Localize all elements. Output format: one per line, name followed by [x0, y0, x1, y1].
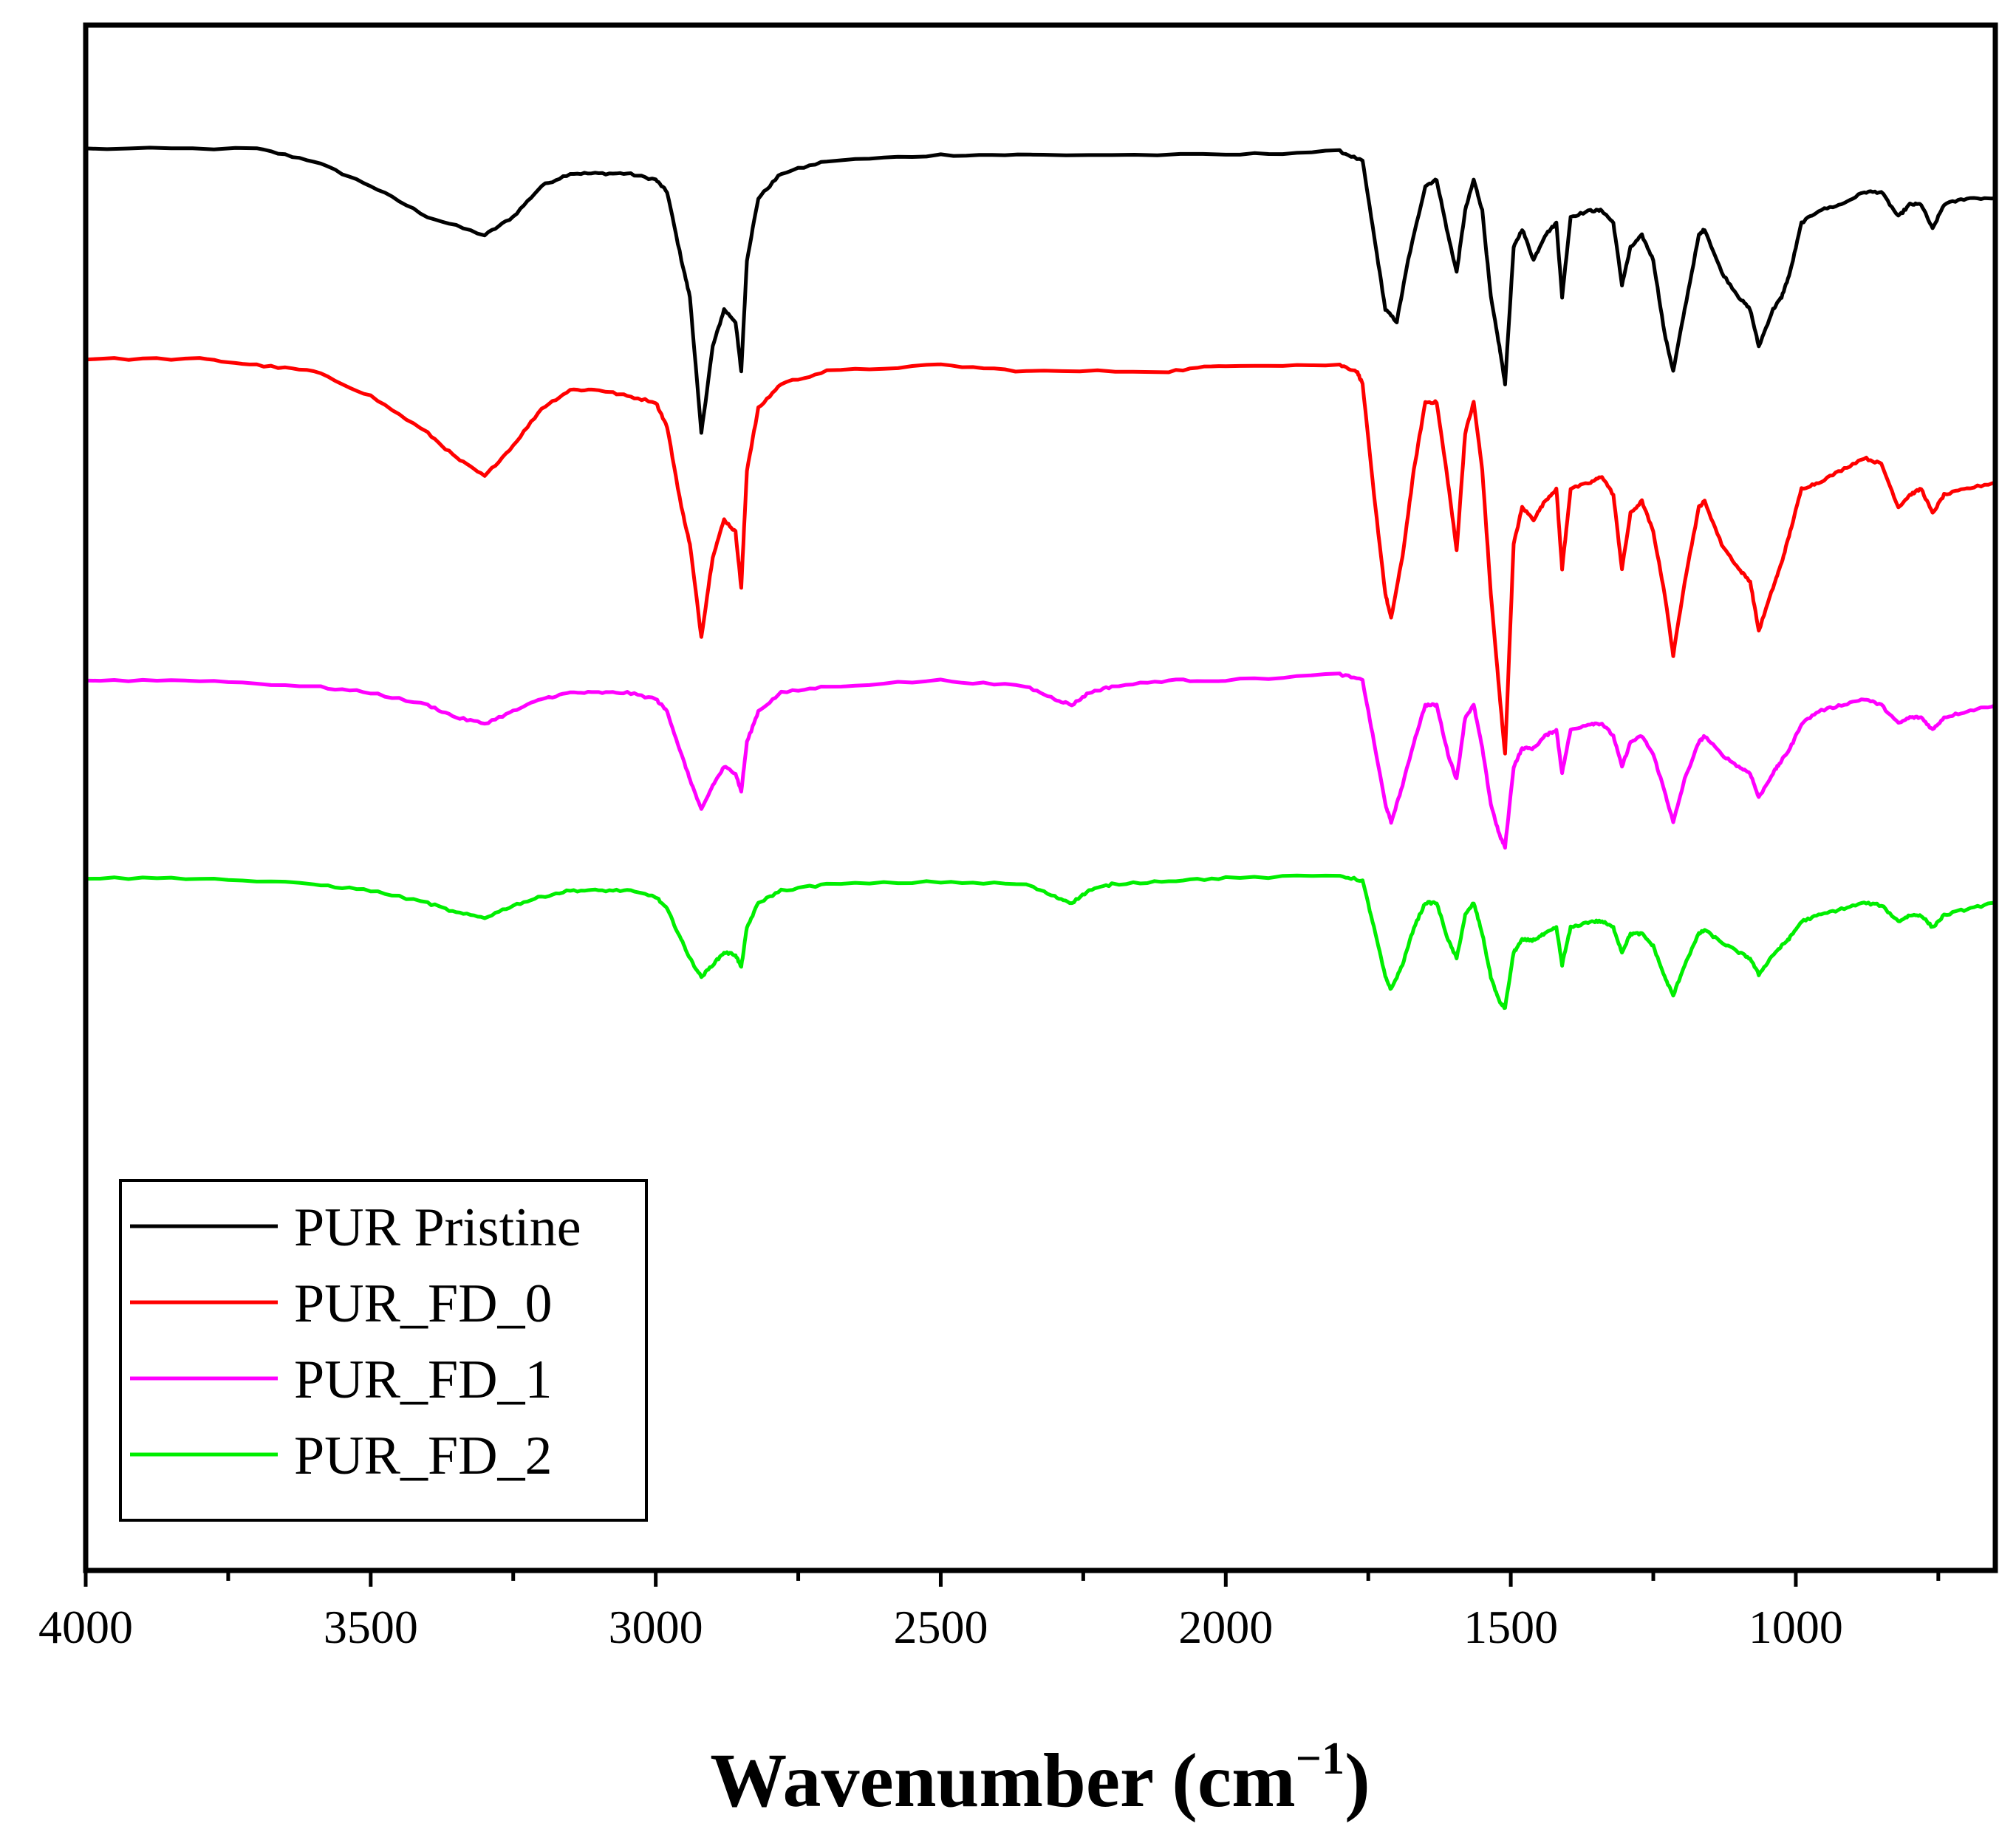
series-layer	[85, 146, 1997, 1011]
series-line-3	[85, 671, 1997, 850]
legend-box	[119, 1179, 648, 1522]
x-tick-label: 1500	[1463, 1601, 1558, 1653]
legend-label: PUR_FD_2	[294, 1426, 553, 1486]
legend-label: PUR_FD_0	[294, 1274, 553, 1334]
x-tick-label: 3500	[324, 1601, 418, 1653]
x-tick-label: 4000	[38, 1601, 133, 1653]
x-tick-label: 1000	[1749, 1601, 1843, 1653]
x-axis-title-exponent: −1	[1296, 1734, 1344, 1784]
plot-frame	[83, 22, 1998, 1573]
legend: PUR Pristine PUR_FD_0 PUR_FD_1 PUR_FD_2	[119, 1179, 648, 1522]
x-axis-ticks: 4000 3500 3000 2500 2000 1500 1000	[38, 1570, 1941, 1653]
series-line-1	[85, 146, 1996, 435]
series-line-2	[85, 356, 1996, 756]
x-tick-label: 3000	[609, 1601, 703, 1653]
x-tick-label: 2000	[1178, 1601, 1273, 1653]
x-axis-title: Wavenumber (cm−1)	[710, 1734, 1370, 1823]
x-axis-title-close: )	[1344, 1738, 1370, 1823]
x-axis-title-text: Wavenumber (cm	[710, 1738, 1295, 1823]
legend-label: PUR_FD_1	[294, 1350, 553, 1410]
series-line-4	[85, 873, 1996, 1011]
x-tick-label: 2500	[893, 1601, 988, 1653]
legend-label: PUR Pristine	[294, 1197, 581, 1258]
